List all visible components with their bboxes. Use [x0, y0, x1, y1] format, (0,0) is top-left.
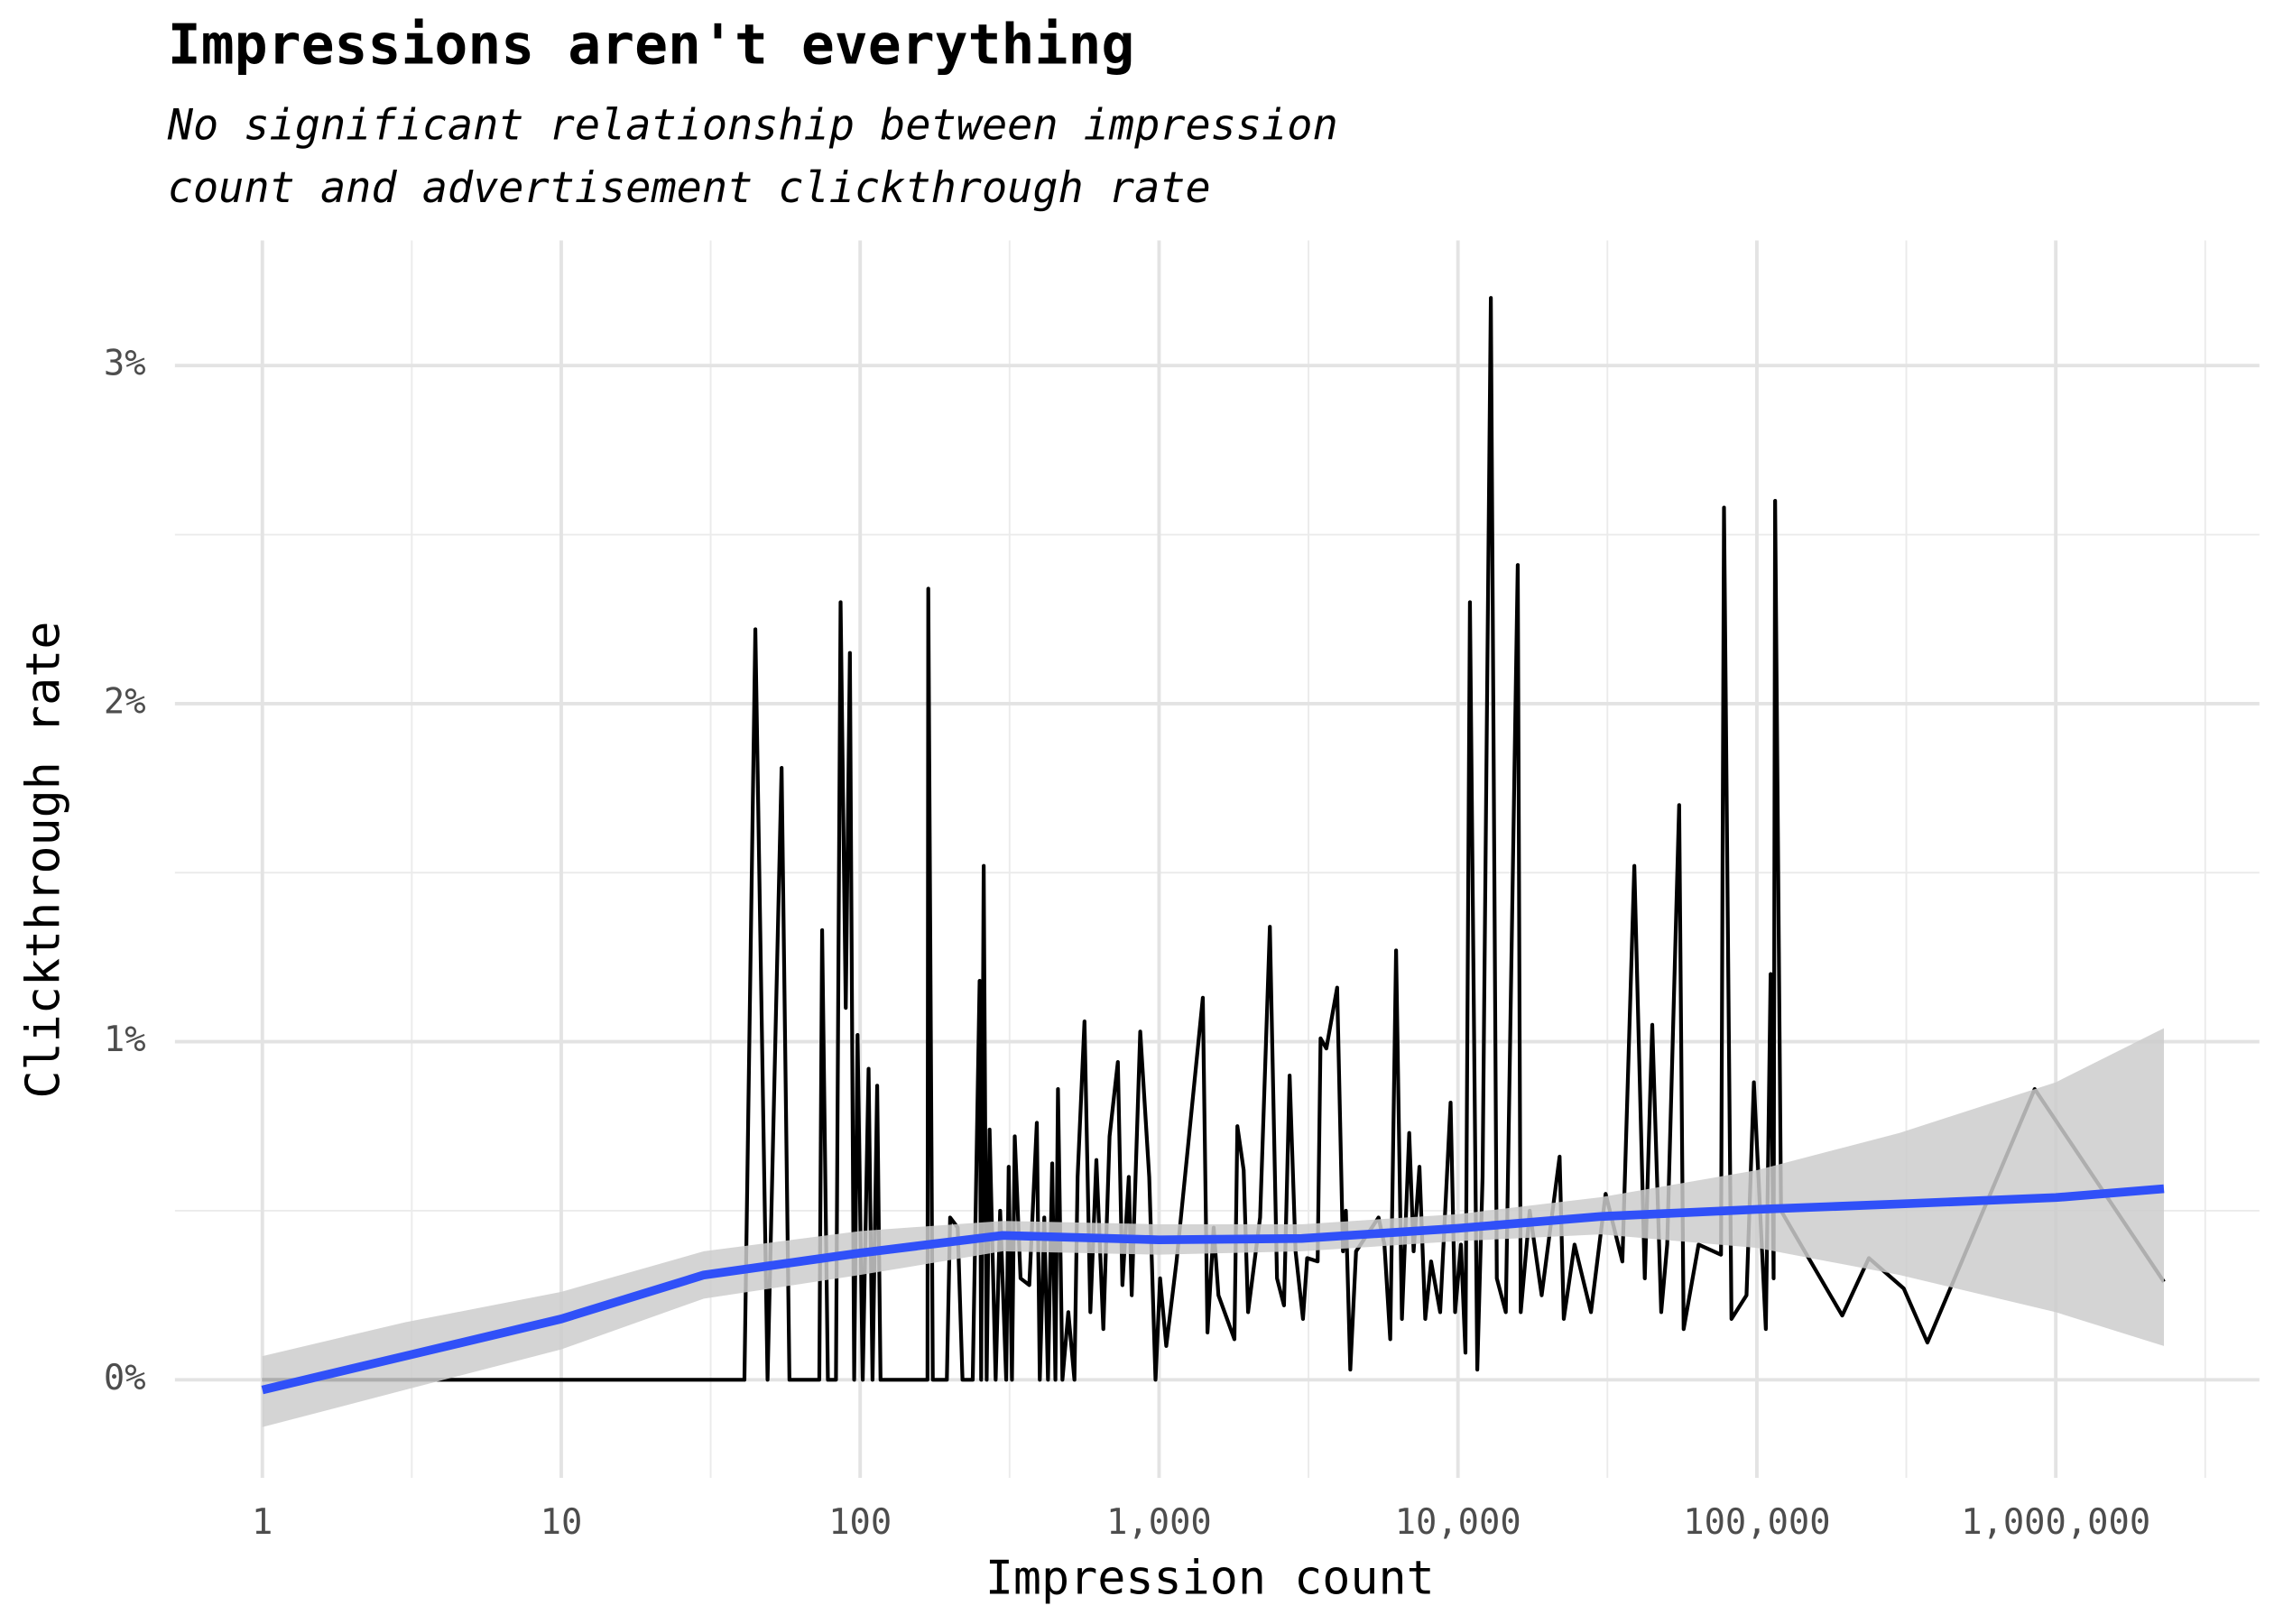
y-tick-label: 1%	[104, 1020, 146, 1060]
x-tick-label: 100,000	[1683, 1502, 1830, 1543]
x-tick-label: 1,000	[1106, 1502, 1212, 1543]
data-line	[262, 296, 2166, 1382]
y-tick-label: 3%	[104, 344, 146, 384]
x-axis-label: Impression count	[985, 1552, 1435, 1606]
chart-subtitle: No significant relationship between impr…	[167, 102, 1338, 151]
confidence-band	[262, 1028, 2164, 1427]
chart-subtitle: count and advertisement clickthrough rat…	[168, 164, 1211, 213]
x-tick-label: 1,000,000	[1961, 1502, 2150, 1543]
y-axis-label: Clickthrough rate	[17, 622, 71, 1099]
x-tick-label: 10,000	[1395, 1502, 1521, 1543]
y-tick-label: 0%	[104, 1358, 146, 1398]
x-tick-label: 100	[828, 1502, 892, 1543]
y-tick-label: 2%	[104, 681, 146, 722]
x-tick-label: 1	[252, 1502, 273, 1543]
chart-title: Impressions aren't everything	[168, 13, 1135, 77]
x-tick-label: 10	[541, 1502, 583, 1543]
smooth-line	[261, 1184, 2165, 1395]
